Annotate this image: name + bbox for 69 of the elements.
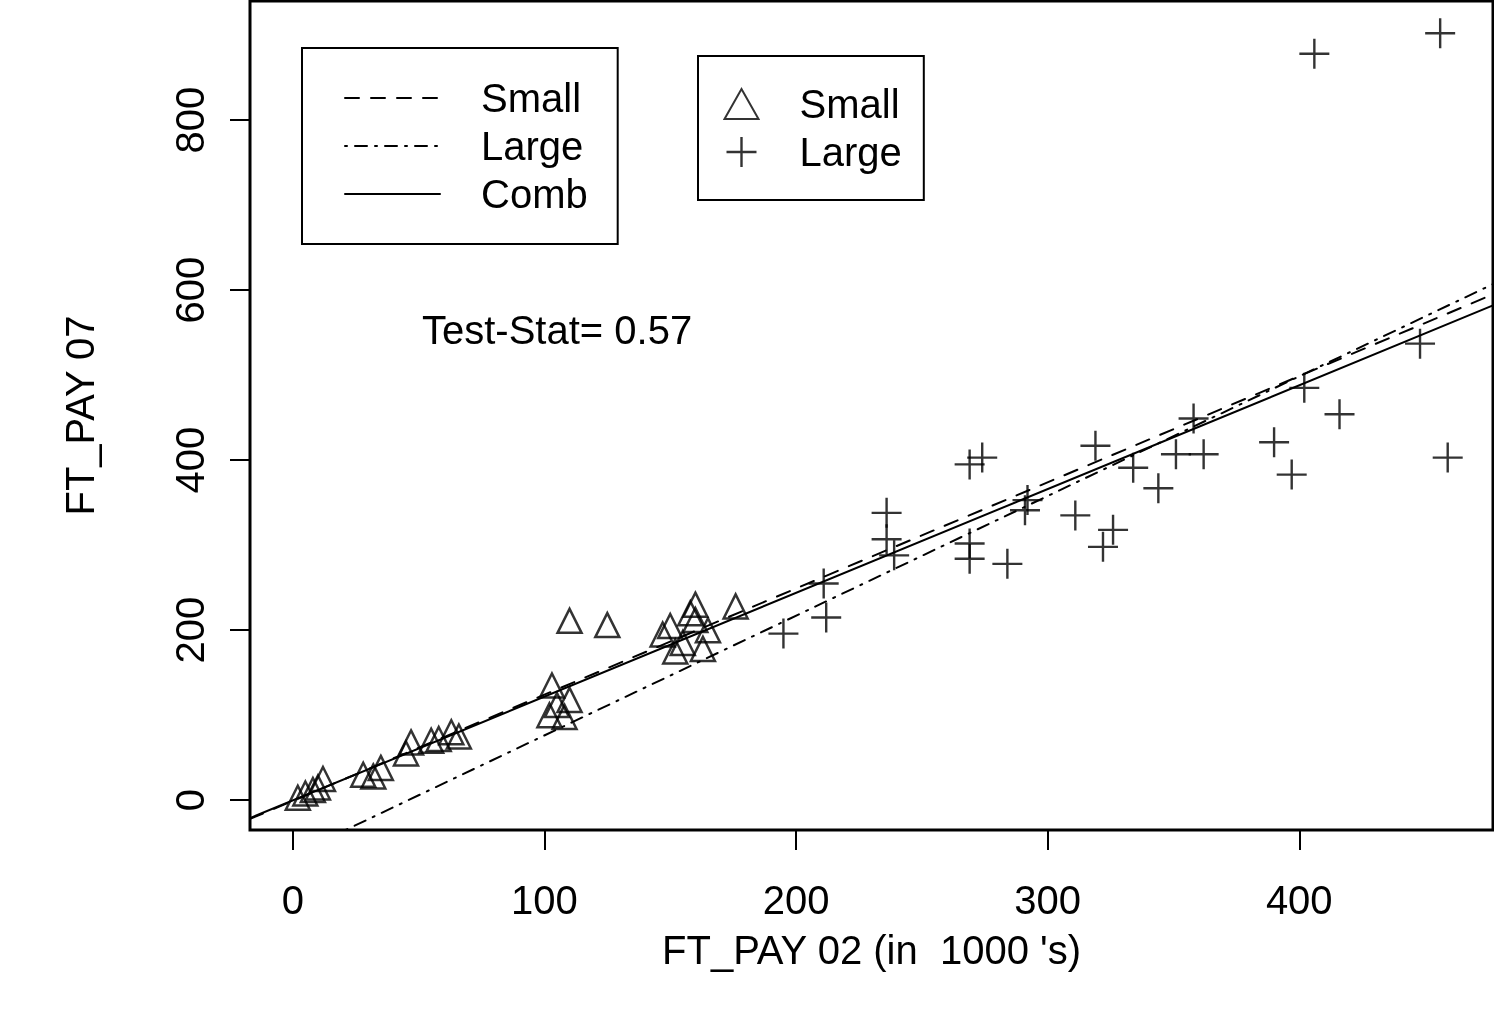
point: [1425, 18, 1456, 49]
x-tick-label: 0: [281, 878, 304, 922]
legend-label: Small: [799, 82, 900, 126]
point: [284, 784, 312, 811]
point: [397, 729, 425, 756]
point: [689, 635, 717, 663]
point: [808, 568, 839, 599]
point: [292, 780, 319, 807]
point: [304, 774, 332, 801]
point: [425, 725, 452, 753]
point: [438, 718, 465, 746]
point: [871, 524, 902, 555]
point: [677, 599, 704, 627]
point: [1324, 399, 1355, 430]
point: [682, 606, 709, 634]
point: [722, 593, 749, 620]
point: [954, 449, 985, 480]
legend-label: Large: [481, 124, 584, 168]
legend-label: Small: [481, 76, 582, 120]
point: [1178, 403, 1209, 434]
point: [649, 621, 676, 648]
point: [879, 540, 910, 571]
y-tick-label: 200: [168, 596, 212, 664]
point: [349, 761, 377, 788]
point: [392, 740, 420, 767]
point: [669, 629, 697, 657]
point: [417, 727, 445, 754]
point: [954, 543, 985, 574]
point: [661, 638, 689, 665]
point: [445, 723, 473, 750]
y-axis-title: FT_PAY 07: [58, 315, 102, 516]
y-tick-label: 400: [168, 426, 212, 494]
x-tick-label: 200: [762, 878, 830, 922]
x-tick-label: 100: [511, 878, 578, 922]
point: [536, 701, 563, 729]
point: [538, 672, 566, 699]
x-tick-label: 300: [1014, 878, 1082, 922]
point: [360, 763, 387, 790]
point: [1060, 500, 1091, 531]
x-axis-title: FT_PAY 02 (in 1000 's): [662, 928, 1081, 972]
y-tick-label: 0: [168, 789, 212, 812]
point: [543, 691, 571, 719]
legend-label: Comb: [481, 172, 588, 216]
point: [1276, 459, 1307, 490]
y-tick-label: 800: [168, 86, 212, 154]
point: [594, 611, 621, 639]
point: [1188, 439, 1219, 470]
y-tick-label: 600: [168, 256, 212, 324]
point: [656, 612, 684, 640]
point: [768, 618, 799, 649]
point: [1080, 430, 1111, 461]
point: [551, 703, 578, 731]
point: [299, 776, 327, 804]
point: [1405, 328, 1436, 359]
point: [694, 616, 722, 644]
point: [967, 442, 998, 473]
point: [1299, 38, 1330, 69]
x-tick-label: 400: [1265, 878, 1333, 922]
point: [1432, 442, 1463, 473]
point: [556, 607, 583, 635]
point: [367, 754, 395, 782]
point: [682, 591, 709, 618]
point: [992, 548, 1023, 579]
point: [1143, 473, 1174, 504]
annotation: Test-Stat= 0.57: [422, 308, 693, 352]
point: [556, 686, 583, 714]
legend-label: Large: [799, 130, 902, 174]
point: [309, 765, 337, 793]
point: [811, 602, 842, 633]
